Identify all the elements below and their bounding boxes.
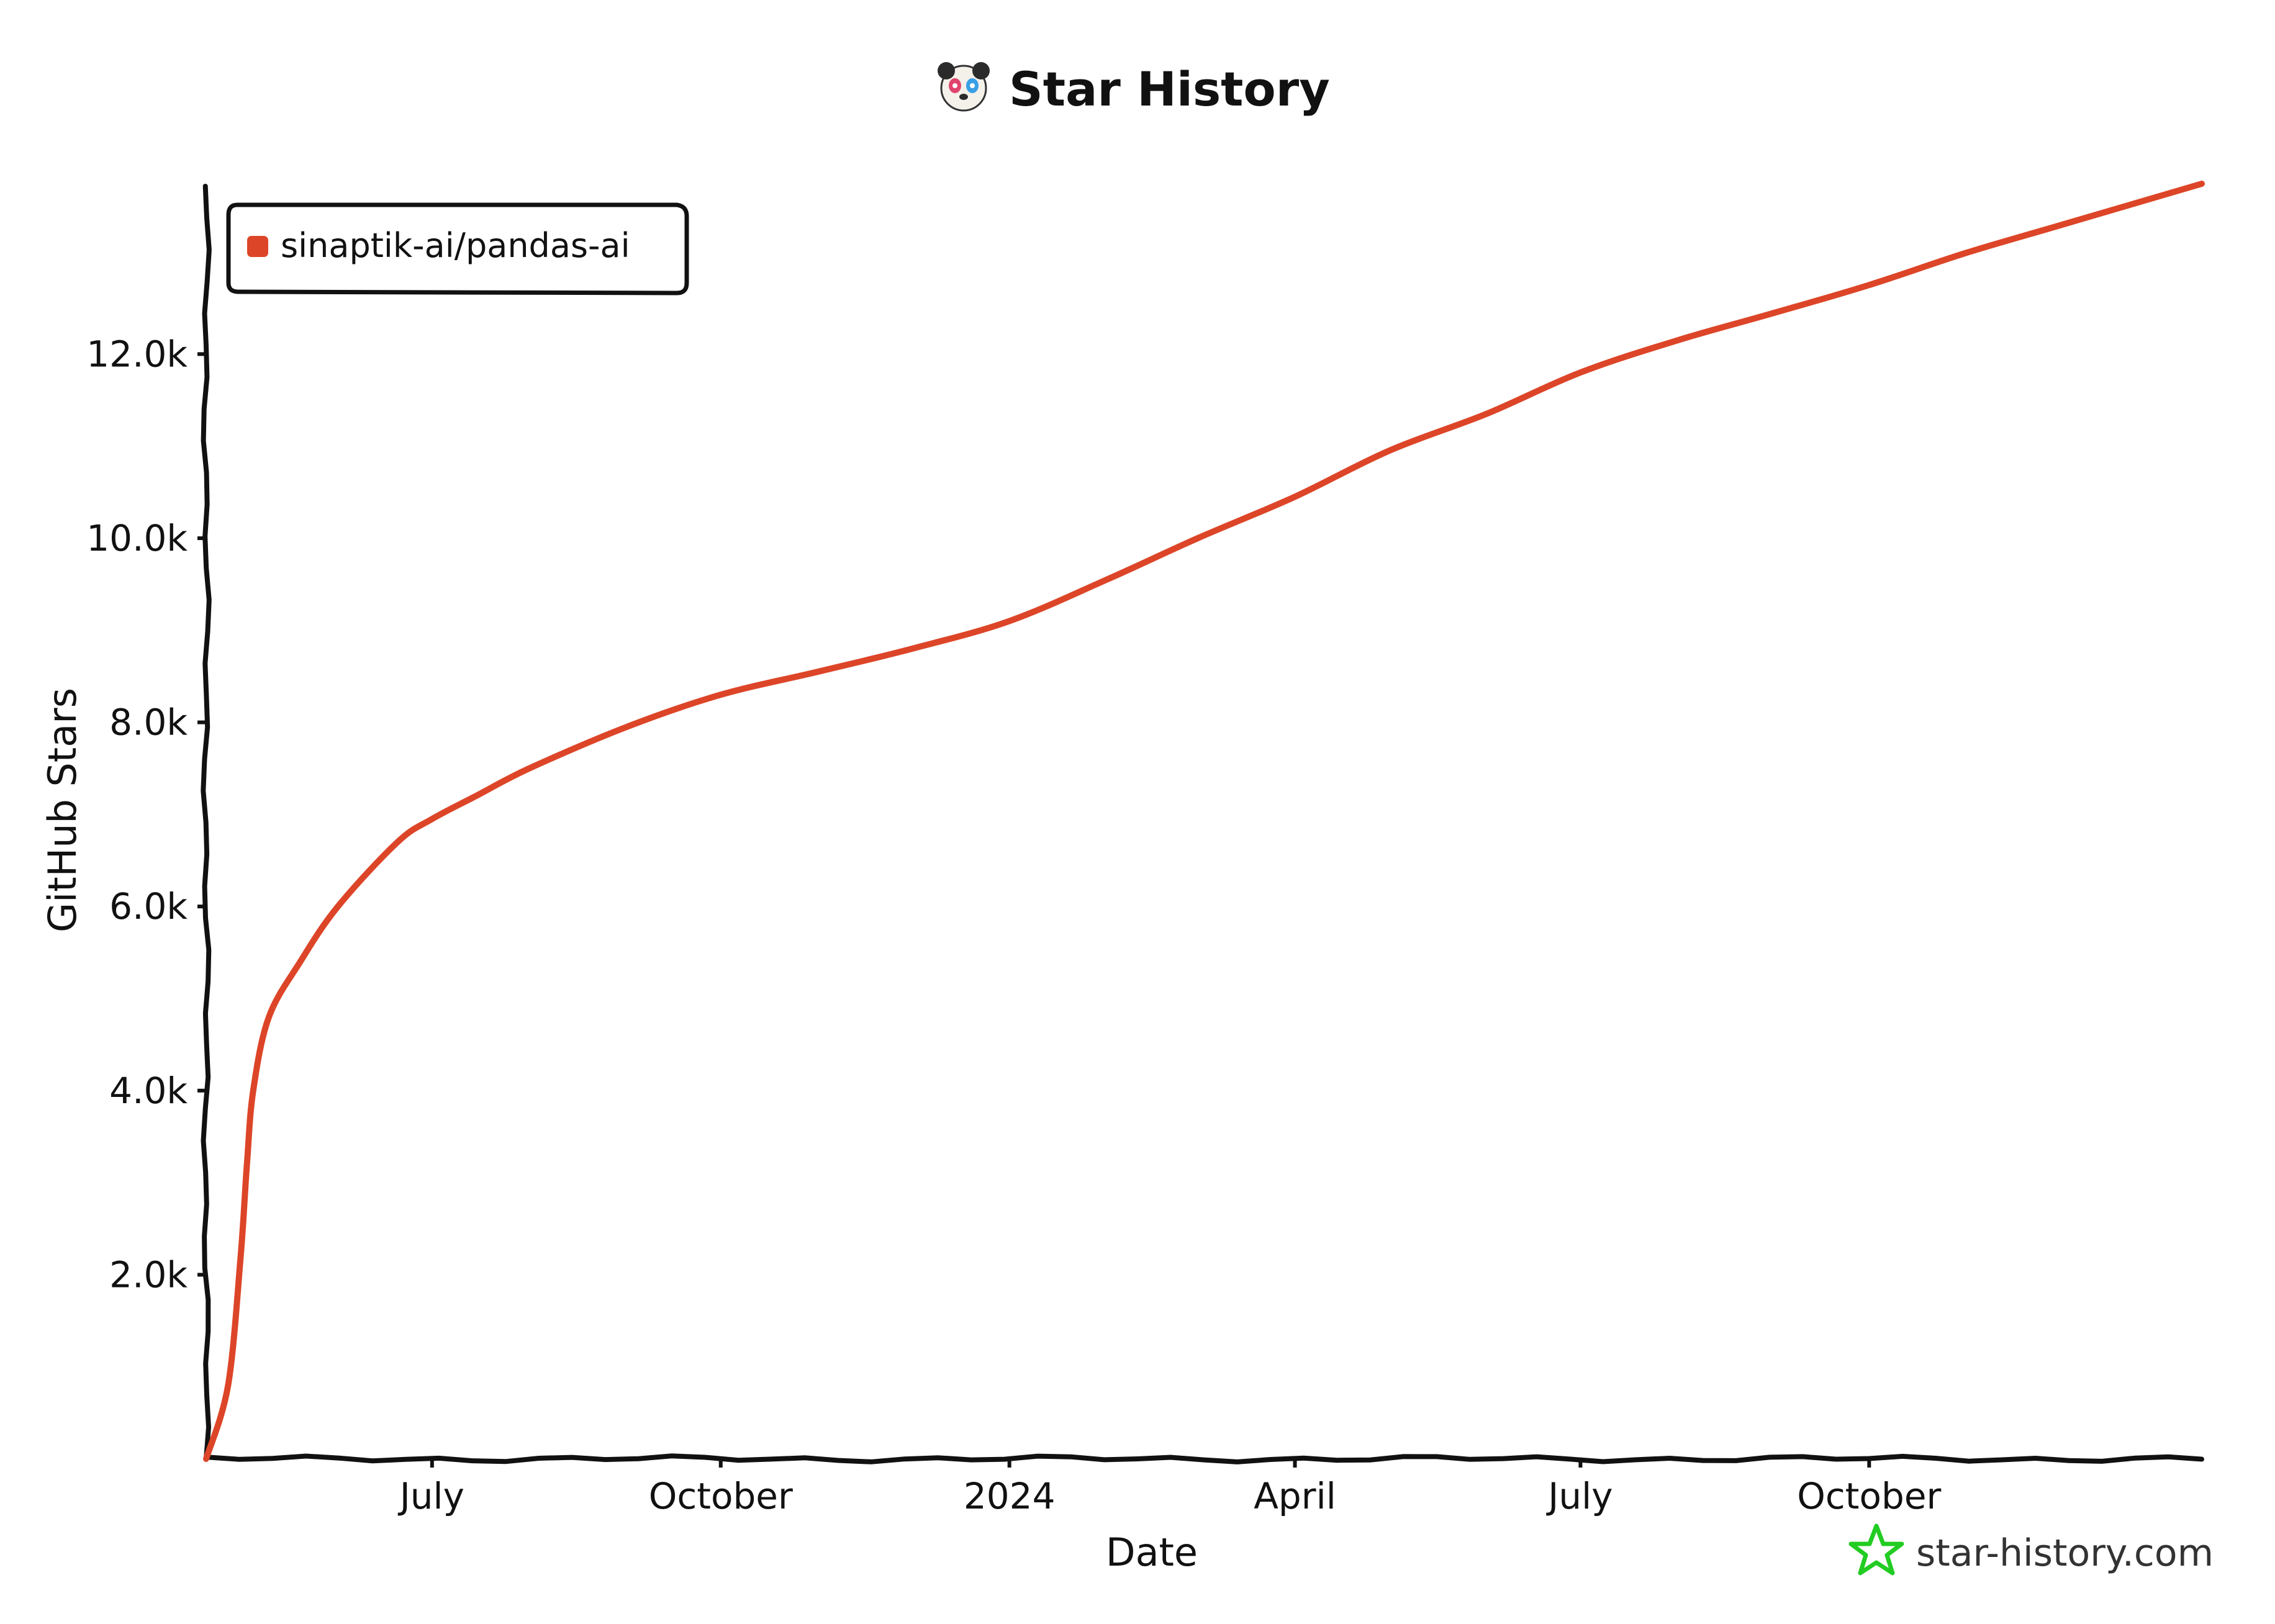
legend-box	[226, 202, 689, 295]
x-tick-label: October	[1797, 1475, 1941, 1517]
y-tick-label: 4.0k	[109, 1070, 188, 1112]
brand-site-link[interactable]: star-history.com	[1916, 1532, 2214, 1575]
y-tick-label: 8.0k	[109, 701, 188, 744]
panda-icon	[938, 62, 990, 112]
y-tick-label: 6.0k	[109, 885, 188, 927]
x-tick-label: July	[1546, 1475, 1612, 1517]
y-tick-label: 10.0k	[86, 517, 188, 559]
series-layer	[203, 181, 2205, 1462]
y-axis-ticks: 2.0k 4.0k 6.0k 8.0k 10.0k 12.0k	[86, 333, 206, 1296]
chart-title: Star History	[1009, 61, 1330, 117]
y-axis-label: GitHub Stars	[40, 688, 85, 932]
y-tick-label: 2.0k	[109, 1253, 188, 1296]
star-logo-icon	[1848, 1523, 1904, 1576]
x-axis-line	[204, 1453, 2204, 1464]
y-tick-label: 12.0k	[86, 333, 188, 375]
x-tick-label: July	[398, 1475, 464, 1517]
x-tick-label: October	[649, 1475, 793, 1517]
x-axis-label: Date	[1106, 1530, 1198, 1575]
branding: star-history.com	[1848, 1523, 2214, 1576]
x-tick-label: April	[1254, 1475, 1336, 1517]
legend: sinaptik-ai/pandas-ai	[226, 202, 689, 295]
legend-swatch	[247, 236, 268, 257]
series-line	[203, 181, 2205, 1462]
y-axis-line	[201, 184, 212, 1461]
chart-title-group: Star History	[938, 61, 1330, 117]
legend-entry-label: sinaptik-ai/pandas-ai	[281, 226, 630, 265]
axes	[201, 184, 2204, 1464]
x-tick-label: 2024	[964, 1475, 1056, 1517]
x-axis-ticks: July October 2024 April July October	[398, 1459, 1942, 1517]
